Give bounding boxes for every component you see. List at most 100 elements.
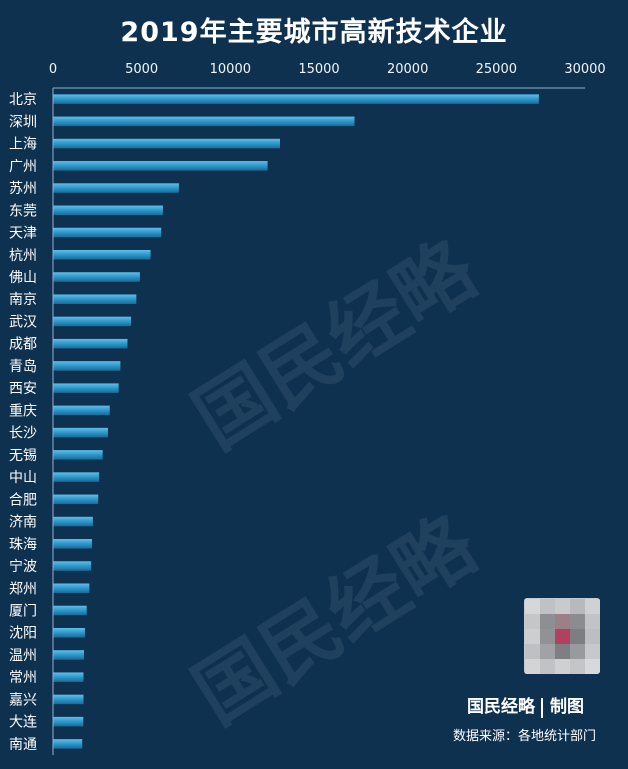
- qr-mosaic-cell: [525, 599, 540, 614]
- brand-signature: 国民经略 制图: [467, 692, 584, 718]
- bar-28: [53, 694, 84, 705]
- qr-mosaic-cell: [585, 629, 600, 644]
- bar-21: [53, 539, 93, 549]
- x-tick-label: 20000: [387, 62, 428, 77]
- category-label: 沈阳: [9, 626, 37, 642]
- bar-30: [53, 739, 83, 749]
- qr-mosaic-cell: [540, 629, 555, 644]
- bar-29: [53, 716, 84, 727]
- bar-4: [53, 161, 268, 171]
- category-label: 成都: [9, 337, 37, 353]
- category-label: 武汉: [9, 314, 37, 330]
- bar-19: [53, 494, 99, 505]
- qr-mosaic-cell: [570, 599, 585, 614]
- qr-mosaic-cell: [540, 614, 555, 629]
- qr-mosaic-cell: [525, 644, 540, 659]
- category-label: 厦门: [9, 603, 37, 619]
- qr-mosaic-cell: [540, 599, 555, 614]
- bar-7: [53, 227, 162, 238]
- qr-mosaic-cell: [525, 614, 540, 629]
- category-label: 宁波: [9, 558, 37, 575]
- qr-mosaic-cell: [555, 659, 570, 674]
- category-label: 嘉兴: [9, 692, 37, 708]
- brand-suffix: 制图: [550, 697, 584, 717]
- qr-mosaic-cell: [525, 629, 540, 644]
- category-label: 无锡: [9, 448, 37, 464]
- qr-mosaic-cell: [570, 659, 585, 674]
- category-label: 苏州: [9, 181, 37, 197]
- bar-3: [53, 138, 280, 149]
- bar-27: [53, 672, 84, 682]
- x-tick-label: 0: [49, 62, 57, 77]
- bar-22: [53, 561, 92, 571]
- bar-9: [53, 272, 140, 282]
- bar-18: [53, 472, 100, 482]
- bars: [53, 94, 539, 749]
- qr-mosaic-cell: [555, 614, 570, 629]
- category-label: 南京: [9, 292, 37, 308]
- chart-title: 2019年主要城市高新技术企业: [120, 17, 508, 48]
- qr-mosaic-cell: [555, 644, 570, 659]
- qr-mosaic-cell: [525, 659, 540, 674]
- bar-11: [53, 316, 132, 327]
- bar-10: [53, 294, 137, 304]
- qr-mosaic-cell: [540, 644, 555, 659]
- category-label: 上海: [9, 137, 37, 153]
- category-label: 青岛: [9, 359, 37, 375]
- category-labels: 北京深圳上海广州苏州东莞天津杭州佛山南京武汉成都青岛西安重庆长沙无锡中山合肥济南…: [9, 92, 37, 753]
- qr-mosaic-cell: [555, 599, 570, 614]
- category-label: 济南: [9, 515, 37, 531]
- x-axis: 0 5000 10000 15000 20000 25000 30000: [49, 62, 606, 755]
- brand-name: 国民经略: [467, 697, 535, 717]
- qr-mosaic-cell: [585, 644, 600, 659]
- watermark-2: 国民经略: [179, 498, 494, 742]
- qr-mosaic-cell: [540, 659, 555, 674]
- brand-divider: [541, 697, 543, 718]
- category-label: 常州: [9, 670, 37, 686]
- watermark-1: 国民经略: [179, 223, 494, 467]
- qr-mosaic-cell: [555, 629, 570, 644]
- category-label: 珠海: [9, 537, 37, 553]
- bar-5: [53, 183, 179, 193]
- bar-23: [53, 583, 90, 593]
- category-label: 郑州: [9, 581, 37, 597]
- bar-16: [53, 427, 108, 438]
- x-tick-label: 30000: [564, 62, 605, 77]
- category-label: 东莞: [9, 203, 37, 219]
- bar-1: [53, 94, 539, 104]
- category-label: 深圳: [9, 114, 37, 130]
- bar-14: [53, 383, 119, 393]
- source-note: 数据来源：各地统计部门: [453, 729, 597, 744]
- category-label: 西安: [9, 381, 37, 397]
- category-label: 合肥: [9, 492, 37, 508]
- bar-20: [53, 516, 93, 527]
- qr-mosaic-cell: [585, 659, 600, 674]
- x-tick-label: 10000: [210, 62, 251, 77]
- bar-24: [53, 605, 87, 616]
- qr-mosaic-cell: [585, 614, 600, 629]
- bar-6: [53, 205, 163, 216]
- qr-code-icon: [524, 598, 600, 674]
- qr-mosaic-cell: [585, 599, 600, 614]
- qr-mosaic-cell: [570, 644, 585, 659]
- category-label: 天津: [9, 226, 37, 242]
- x-tick-label: 5000: [125, 62, 158, 77]
- category-label: 温州: [9, 648, 37, 664]
- x-tick-label: 25000: [476, 62, 517, 77]
- category-label: 佛山: [9, 270, 37, 286]
- qr-mosaic-cell: [570, 629, 585, 644]
- category-label: 杭州: [9, 248, 37, 264]
- category-label: 大连: [9, 715, 37, 731]
- category-label: 长沙: [9, 426, 37, 442]
- category-label: 重庆: [9, 403, 37, 419]
- category-label: 广州: [9, 159, 37, 175]
- category-label: 中山: [9, 470, 37, 486]
- bar-17: [53, 450, 103, 460]
- qr-mosaic-cell: [570, 614, 585, 629]
- bar-15: [53, 405, 110, 416]
- bar-8: [53, 250, 151, 260]
- category-label: 北京: [9, 92, 37, 108]
